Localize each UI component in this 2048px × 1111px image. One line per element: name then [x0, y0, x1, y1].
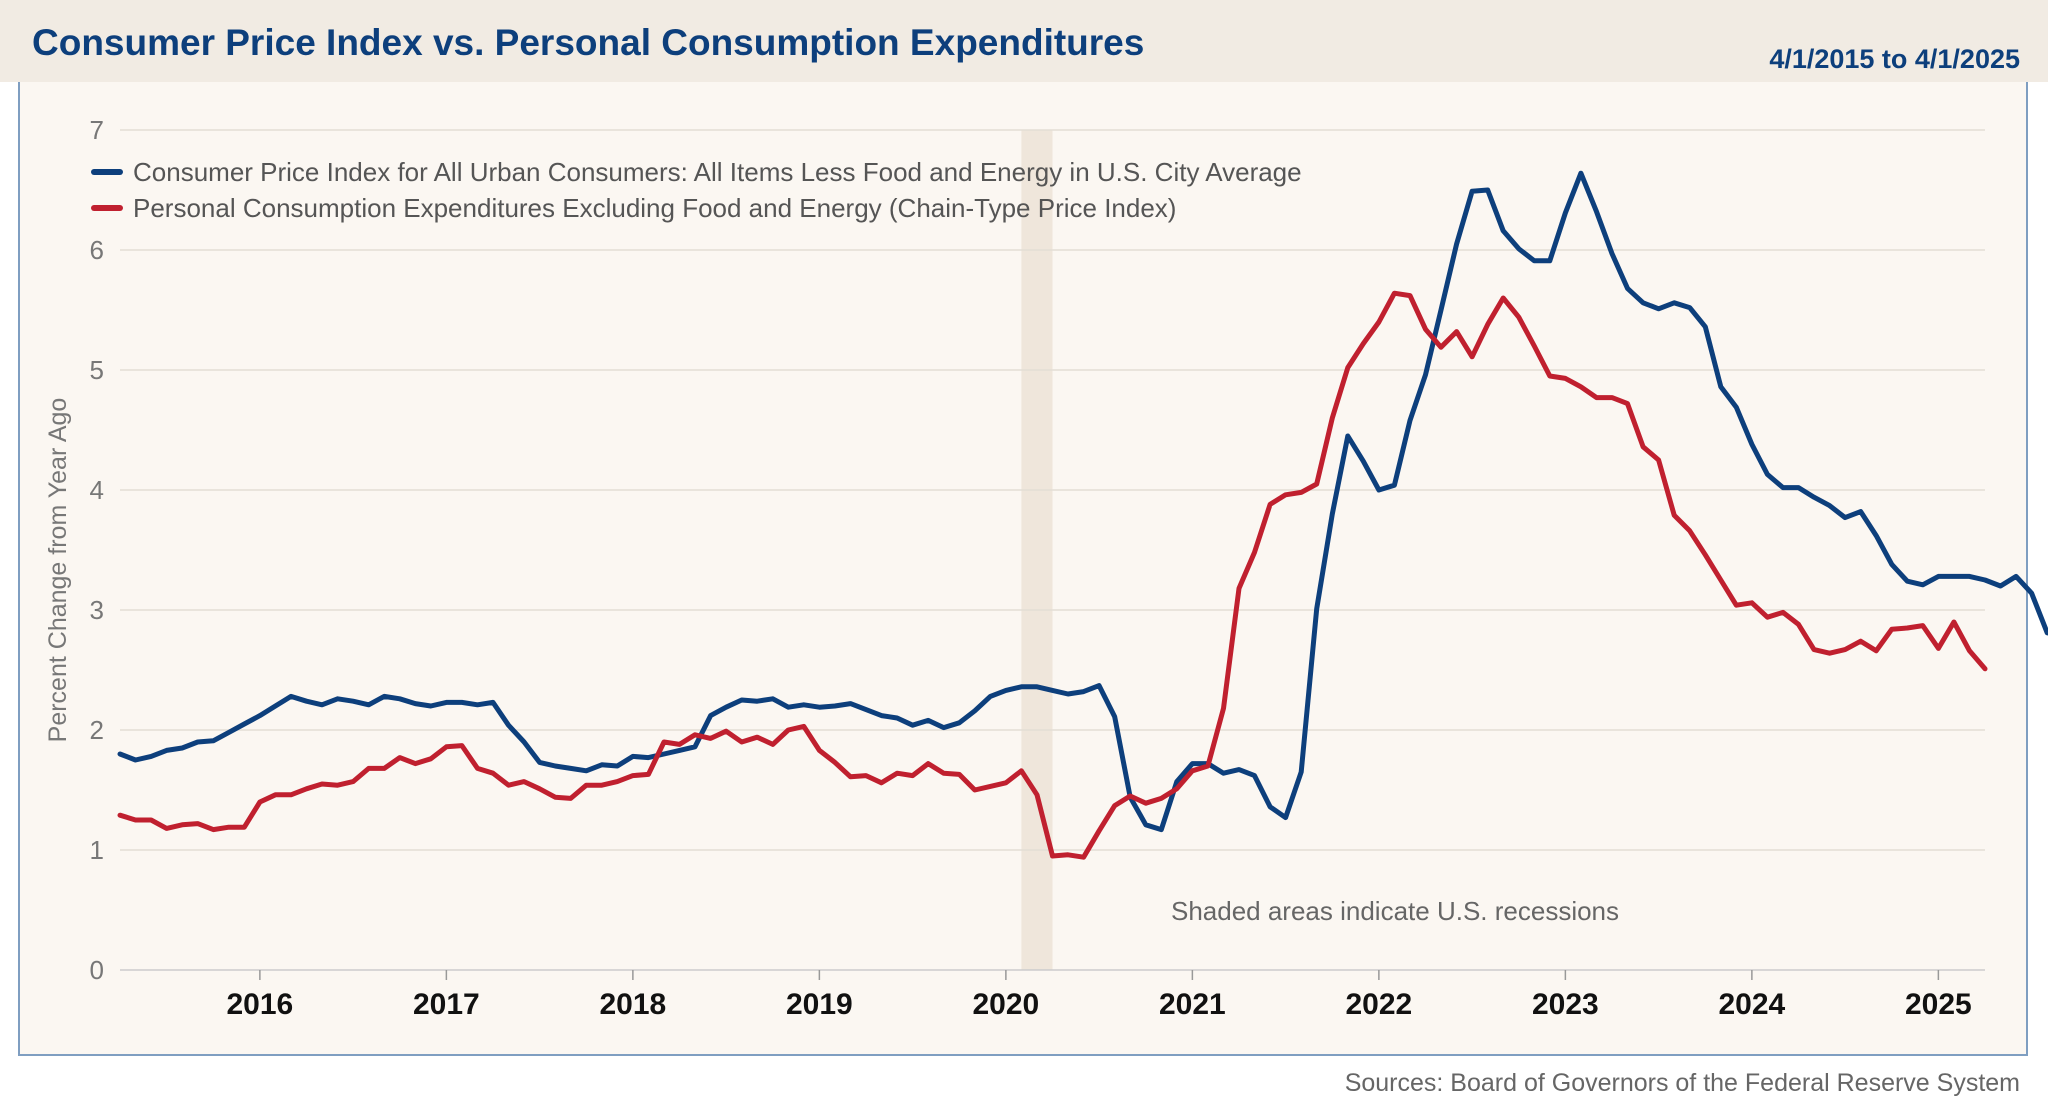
x-tick-label: 2017 [413, 988, 480, 1021]
series-layer [117, 170, 2048, 860]
y-tick-label: 4 [90, 475, 104, 505]
y-tick-label: 7 [90, 115, 104, 145]
y-tick-label: 3 [90, 595, 104, 625]
x-tick-label: 2018 [600, 988, 667, 1021]
recession-note: Shaded areas indicate U.S. recessions [1171, 896, 1619, 926]
x-tick-label: 2024 [1719, 988, 1786, 1021]
chart-title: Consumer Price Index vs. Personal Consum… [32, 22, 1145, 63]
x-tick-label: 2016 [227, 988, 294, 1021]
y-tick-label: 1 [90, 835, 104, 865]
y-tick-label: 5 [90, 355, 104, 385]
legend: Consumer Price Index for All Urban Consu… [91, 157, 1302, 223]
x-tick-label: 2023 [1532, 988, 1599, 1021]
source-note: Sources: Board of Governors of the Feder… [1344, 1069, 2020, 1097]
legend-label-cpi: Consumer Price Index for All Urban Consu… [133, 157, 1302, 187]
x-tick-label: 2025 [1905, 988, 1972, 1021]
x-tick-label: 2020 [973, 988, 1040, 1021]
x-tick-label: 2019 [786, 988, 853, 1021]
y-tick-label: 6 [90, 235, 104, 265]
legend-label-pce: Personal Consumption Expenditures Exclud… [133, 193, 1176, 223]
x-axis: 2016 2017 2018 2019 2020 2021 2022 2023 2024 2025 [227, 970, 1972, 1021]
x-tick-label: 2021 [1159, 988, 1226, 1021]
y-tick-label: 0 [90, 955, 104, 985]
date-range: 4/1/2015 to 4/1/2025 [1769, 44, 2020, 74]
series-line-pce [117, 290, 1988, 860]
y-tick-label: 2 [90, 715, 104, 745]
y-axis: 0 1 2 3 4 5 6 7 [90, 115, 104, 985]
x-tick-label: 2022 [1346, 988, 1413, 1021]
header-bar: Consumer Price Index vs. Personal Consum… [0, 0, 2048, 82]
y-axis-label: Percent Change from Year Ago [44, 398, 72, 743]
series-line-cpi [117, 170, 2048, 833]
